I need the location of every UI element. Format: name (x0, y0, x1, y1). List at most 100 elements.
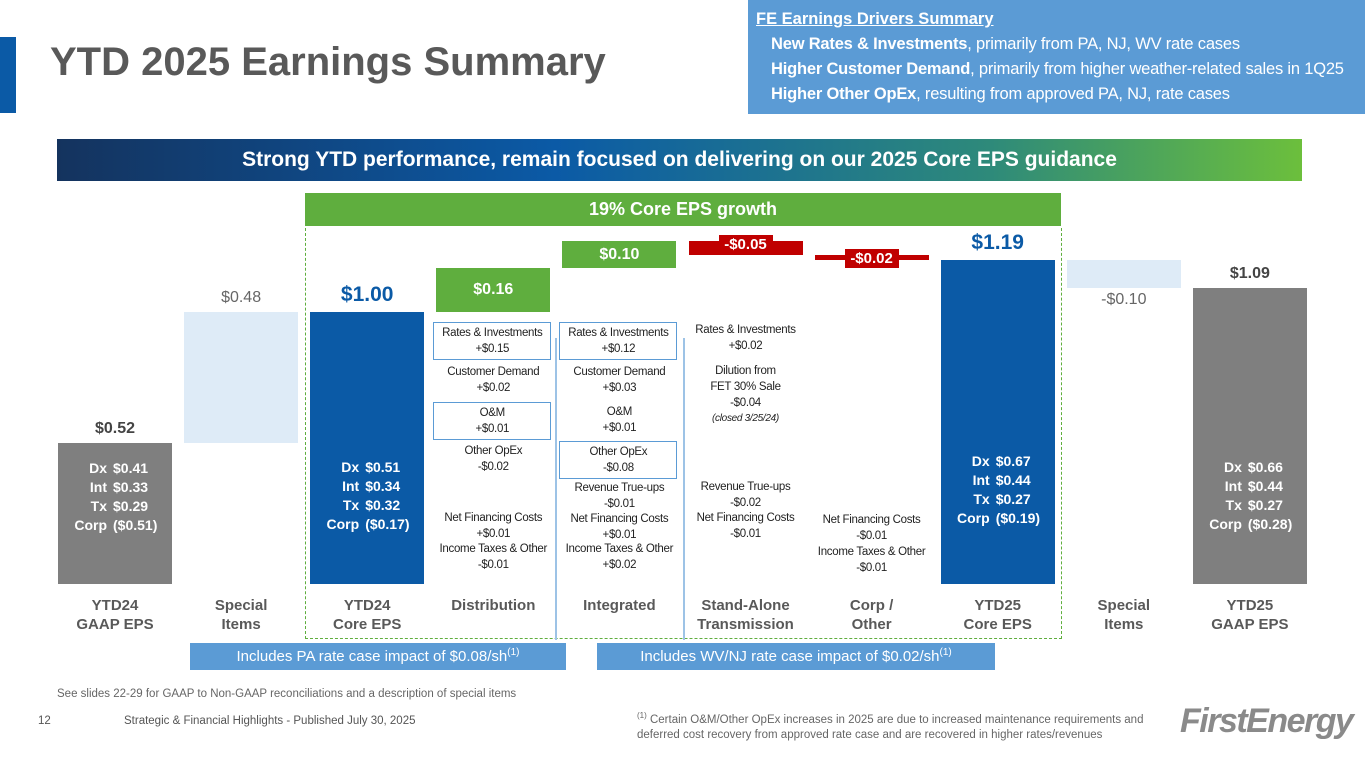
x-tick-label: Stand-Alone Transmission (697, 597, 794, 633)
value-label: -$0.10 (1101, 290, 1147, 308)
accent-bar (0, 37, 16, 113)
driver-note: O&M +$0.01 (559, 404, 679, 436)
segment-name: Corp (1209, 516, 1242, 532)
summary-text: , resulting from approved PA, NJ, rate c… (916, 85, 1230, 103)
driver-line: Net Financing Costs (696, 512, 795, 524)
driver-note: Net Financing Costs -$0.01 (686, 510, 806, 542)
reconciliation-note: See slides 22-29 for GAAP to Non-GAAP re… (57, 688, 517, 700)
driver-line: Rates & Investments (442, 327, 543, 339)
driver-note: O&M +$0.01 (433, 402, 552, 440)
summary-bold: New Rates & Investments (771, 35, 968, 53)
segment-value: $0.27 (995, 491, 1031, 507)
driver-line: -$0.01 (856, 530, 887, 542)
driver-line: -$0.01 (603, 498, 635, 510)
driver-line: Other OpEx (589, 446, 648, 458)
segment-value: $0.67 (995, 453, 1031, 469)
driver-line: Income Taxes & Other (439, 543, 548, 555)
bar (310, 312, 425, 584)
driver-line: +$0.01 (602, 529, 637, 541)
footnote-text: Certain O&M/Other OpEx increases in 2025… (637, 713, 1144, 741)
segment-value: $0.27 (1247, 497, 1283, 513)
segment-value: $0.44 (995, 472, 1031, 488)
bar (436, 268, 551, 312)
driver-note: Income Taxes & Other -$0.01 (812, 544, 932, 576)
x-tick-label: Corp / Other (849, 597, 894, 633)
bar-breakdown: Dx $0.66 Int $0.44 Tx $0.27 Corp ($0.28) (1204, 458, 1292, 534)
segment-value: ($0.28) (1247, 516, 1293, 532)
summary-bold: Higher Customer Demand (771, 60, 971, 78)
segment-value: $0.44 (1247, 478, 1283, 494)
segment-value: $0.51 (365, 459, 401, 475)
breakdown-row: Tx $0.32 (321, 496, 409, 515)
segment-name: Tx (973, 491, 990, 507)
bar (1192, 287, 1307, 584)
breakdown-row: Tx $0.29 (69, 497, 157, 516)
x-tick-label: Distribution (451, 597, 536, 614)
segment-name: Int (972, 472, 990, 488)
segment-name: Tx (1225, 497, 1242, 513)
callout: Includes WV/NJ rate case impact of $0.02… (597, 643, 995, 670)
driver-line: O&M (479, 407, 506, 419)
driver-note: Net Financing Costs +$0.01 (433, 510, 553, 542)
summary-text: , primarily from PA, NJ, WV rate cases (967, 35, 1240, 53)
callout-text: Includes PA rate case impact of $0.08/sh (236, 648, 508, 665)
driver-line: O&M (606, 406, 633, 418)
breakdown-row: Tx $0.27 (1204, 496, 1292, 515)
summary-list: New Rates & Investments, primarily from … (756, 32, 1357, 107)
x-tick-label: Integrated (583, 597, 656, 614)
segment-value: $0.66 (1247, 459, 1283, 475)
logo: FirstEnergy (1180, 702, 1354, 740)
driver-line: -$0.02 (730, 497, 761, 509)
segment-name: Corp (957, 510, 990, 526)
driver-line: FET 30% Sale (710, 381, 781, 393)
driver-line: +$0.01 (475, 423, 510, 435)
summary-item: Higher Customer Demand, primarily from h… (756, 57, 1357, 82)
segment-value: ($0.17) (365, 516, 410, 532)
slide-title: YTD 2025 Earnings Summary (50, 40, 606, 84)
segment-name: Dx (341, 459, 360, 475)
driver-note: Other OpEx -$0.08 (559, 441, 678, 479)
note-mark: (1) (507, 647, 520, 658)
summary-item: New Rates & Investments, primarily from … (756, 32, 1357, 57)
x-tick-label: Special Items (1097, 597, 1151, 633)
segment-name: Int (1224, 478, 1242, 494)
driver-note: Revenue True-ups -$0.02 (686, 479, 806, 511)
value-label: $0.52 (94, 419, 136, 437)
value-label: $1.00 (340, 283, 394, 306)
driver-line: +$0.02 (476, 382, 511, 394)
drivers-summary: FE Earnings Drivers Summary New Rates & … (748, 0, 1365, 114)
breakdown-row: Tx $0.27 (952, 490, 1040, 509)
driver-note: Income Taxes & Other -$0.01 (433, 541, 553, 573)
x-tick-label: YTD24 Core EPS (333, 597, 402, 633)
driver-line: Income Taxes & Other (817, 546, 926, 558)
summary-title: FE Earnings Drivers Summary (756, 10, 994, 28)
value-label: $0.48 (221, 289, 262, 306)
growth-label: 19% Core EPS growth (305, 193, 1061, 226)
breakdown-row: Corp ($0.51) (69, 516, 157, 535)
note-mark: (1) (939, 647, 952, 658)
breakdown-row: Int $0.44 (952, 471, 1040, 490)
breakdown-row: Int $0.33 (69, 478, 157, 497)
value-label: $0.16 (473, 281, 514, 299)
summary-text: , primarily from higher weather-related … (970, 60, 1344, 78)
driver-note: Rates & Investments +$0.02 (686, 322, 806, 354)
driver-line: Customer Demand (447, 366, 540, 378)
bar-breakdown: Dx $0.51 Int $0.34 Tx $0.32 Corp ($0.17) (321, 458, 410, 534)
driver-line: +$0.02 (602, 559, 637, 571)
driver-line: Net Financing Costs (444, 512, 543, 524)
segment-name: Int (89, 479, 107, 495)
driver-line: +$0.01 (602, 422, 637, 434)
segment-value: ($0.19) (995, 510, 1041, 526)
breakdown-row: Corp ($0.17) (321, 515, 410, 534)
driver-line: -$0.08 (602, 462, 634, 474)
driver-line: -$0.01 (730, 528, 761, 540)
driver-note: Net Financing Costs +$0.01 (559, 511, 679, 543)
bar (184, 312, 299, 443)
driver-note: Rates & Investments +$0.15 (433, 322, 552, 360)
x-tick-label: YTD24 GAAP EPS (76, 597, 154, 633)
segment-name: Corp (74, 517, 107, 533)
footnote: (1) Certain O&M/Other OpEx increases in … (637, 708, 1172, 743)
segment-name: Tx (342, 497, 360, 513)
callout: Includes PA rate case impact of $0.08/sh… (190, 643, 566, 670)
